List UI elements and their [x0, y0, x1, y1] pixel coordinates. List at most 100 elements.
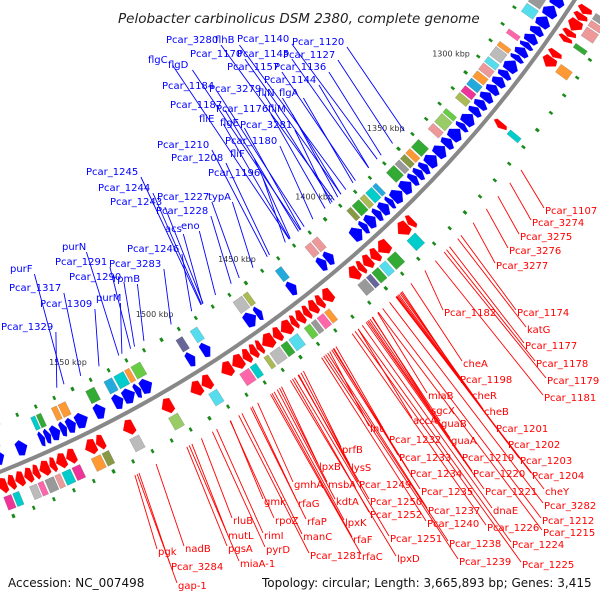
reverse-gene-label[interactable]: Pcar_1219 [462, 453, 514, 464]
forward-gene-label[interactable]: Pcar_1184 [162, 81, 214, 92]
reverse-gene-label[interactable]: msbA [328, 480, 356, 491]
forward-gene-label[interactable]: flgA [279, 88, 299, 99]
reverse-gene-label[interactable]: rpoZ [275, 516, 299, 527]
reverse-gene-label[interactable]: rluB [233, 516, 253, 527]
reverse-gene-label[interactable]: Pcar_1232 [389, 435, 441, 446]
reverse-gene-label[interactable]: Pcar_1220 [473, 469, 525, 480]
reverse-gene-label[interactable]: Pcar_1177 [525, 341, 577, 352]
reverse-gene-label[interactable]: lpxD [397, 554, 420, 565]
reverse-gene-label[interactable]: rfaC [362, 552, 383, 563]
reverse-gene-label[interactable]: Pcar_1204 [532, 471, 584, 482]
reverse-gene-label[interactable]: cheY [545, 487, 570, 498]
reverse-gene-label[interactable]: Pcar_1238 [449, 539, 501, 550]
forward-gene-label[interactable]: Pcar_3280 [166, 35, 218, 46]
forward-gene-label[interactable]: Pcar_1127 [283, 50, 335, 61]
forward-gene-label[interactable]: Pcar_1145 [237, 49, 289, 60]
forward-gene-label[interactable]: Pcar_1245 [86, 167, 138, 178]
reverse-gene-label[interactable]: Pcar_1235 [421, 487, 473, 498]
reverse-gene-label[interactable]: Pcar_1281 [310, 551, 362, 562]
reverse-gene-label[interactable]: Pcar_3276 [509, 246, 561, 257]
forward-gene-label[interactable]: Pcar_1208 [171, 153, 223, 164]
reverse-gene-label[interactable]: rfaF [353, 535, 373, 546]
forward-gene-label[interactable]: Pcar_1227 [157, 192, 209, 203]
reverse-gene-label[interactable]: Pcar_1225 [522, 560, 574, 571]
reverse-gene-label[interactable]: Int [370, 424, 383, 435]
forward-gene-label[interactable]: purM [96, 293, 121, 304]
reverse-gene-label[interactable]: rfaP [307, 517, 327, 528]
forward-gene-label[interactable]: Pcar_3279 [209, 84, 261, 95]
reverse-gene-label[interactable]: Pcar_1249 [359, 480, 411, 491]
reverse-gene-label[interactable]: dnaE [493, 506, 518, 517]
reverse-gene-label[interactable]: Pcar_1237 [428, 506, 480, 517]
reverse-gene-label[interactable]: miaB [428, 391, 454, 402]
forward-gene-label[interactable]: fliE [199, 114, 214, 125]
forward-gene-label[interactable]: Pcar_3283 [109, 259, 161, 270]
reverse-gene-label[interactable]: miaA-1 [240, 559, 275, 570]
forward-gene-label[interactable]: Pcar_1210 [157, 140, 209, 151]
forward-gene-label[interactable]: Pcar_1187 [170, 100, 222, 111]
forward-gene-label[interactable]: Pcar_1180 [225, 136, 277, 147]
forward-gene-label[interactable]: Pcar_1144 [264, 75, 316, 86]
reverse-gene-label[interactable]: guaA [451, 436, 477, 447]
forward-gene-label[interactable]: Pcar_1140 [237, 34, 289, 45]
reverse-gene-label[interactable]: gmk [264, 497, 286, 508]
reverse-gene-label[interactable]: sgcX [431, 406, 455, 417]
forward-gene-label[interactable]: Pcar_1309 [40, 299, 92, 310]
reverse-gene-label[interactable]: gap-1 [178, 581, 207, 592]
reverse-gene-label[interactable]: Pcar_1174 [517, 308, 569, 319]
reverse-gene-label[interactable]: Pcar_1215 [543, 528, 595, 539]
reverse-gene-label[interactable]: lysS [351, 463, 371, 474]
reverse-gene-label[interactable]: Pcar_1226 [487, 523, 539, 534]
forward-gene-label[interactable]: Pcar_3281 [240, 120, 292, 131]
reverse-gene-label[interactable]: Pcar_3284 [171, 562, 223, 573]
reverse-gene-label[interactable]: Pcar_1221 [485, 487, 537, 498]
reverse-gene-label[interactable]: Pcar_1182 [444, 308, 496, 319]
reverse-gene-label[interactable]: pyrD [266, 545, 290, 556]
forward-gene-label[interactable]: Pcar_1170 [190, 49, 242, 60]
reverse-gene-label[interactable]: Pcar_1224 [512, 540, 564, 551]
forward-gene-label[interactable]: Pcar_1329 [1, 322, 53, 333]
reverse-gene-label[interactable]: Pcar_1181 [544, 393, 596, 404]
forward-gene-label[interactable]: typA [208, 192, 231, 203]
forward-gene-label[interactable]: Pcar_1228 [156, 206, 208, 217]
reverse-gene-label[interactable]: manC [303, 532, 332, 543]
reverse-gene-label[interactable]: Pcar_1202 [508, 440, 560, 451]
reverse-gene-label[interactable]: lpxK [345, 518, 367, 529]
forward-gene-label[interactable]: Pcar_1196 [208, 168, 260, 179]
reverse-gene-label[interactable]: rimI [264, 531, 284, 542]
reverse-gene-label[interactable]: Pcar_1234 [410, 469, 462, 480]
reverse-gene-label[interactable]: Pcar_1233 [399, 453, 451, 464]
reverse-gene-label[interactable]: prfB [342, 445, 363, 456]
reverse-gene-label[interactable]: mutL [228, 531, 254, 542]
reverse-gene-label[interactable]: Pcar_1203 [520, 456, 572, 467]
reverse-gene-label[interactable]: Pcar_3275 [520, 232, 572, 243]
reverse-gene-label[interactable]: pgk [158, 547, 177, 558]
forward-gene-label[interactable]: flgC [148, 55, 168, 66]
reverse-gene-label[interactable]: pgsA [228, 544, 253, 555]
reverse-gene-label[interactable]: katG [527, 325, 550, 336]
forward-gene-label[interactable]: flgE [220, 118, 239, 129]
reverse-gene-label[interactable]: nadB [185, 544, 211, 555]
forward-gene-label[interactable]: Pcar_1120 [292, 37, 344, 48]
reverse-gene-label[interactable]: accA [413, 416, 437, 427]
reverse-gene-label[interactable]: Pcar_1252 [370, 510, 422, 521]
forward-gene-label[interactable]: Pcar_1244 [98, 183, 150, 194]
forward-gene-label[interactable]: Pcar_1136 [274, 62, 326, 73]
reverse-gene-label[interactable]: gmhA [294, 480, 323, 491]
reverse-gene-label[interactable]: cheR [472, 391, 497, 402]
reverse-gene-label[interactable]: cheA [463, 359, 488, 370]
reverse-gene-label[interactable]: Pcar_3274 [532, 218, 584, 229]
forward-gene-label[interactable]: fliF [230, 149, 245, 160]
reverse-gene-label[interactable]: Pcar_1240 [427, 519, 479, 530]
forward-gene-label[interactable]: acs [165, 224, 182, 235]
forward-gene-label[interactable]: Pcar_1290 [69, 272, 121, 283]
reverse-gene-label[interactable]: Pcar_1107 [545, 206, 597, 217]
forward-gene-label[interactable]: purN [62, 242, 86, 253]
forward-gene-label[interactable]: Pcar_1246 [127, 244, 179, 255]
reverse-gene-label[interactable]: Pcar_1250 [370, 497, 422, 508]
reverse-gene-label[interactable]: Pcar_1198 [460, 375, 512, 386]
forward-gene-label[interactable]: Pcar_1157 [227, 62, 279, 73]
forward-gene-label[interactable]: purF [10, 264, 33, 275]
reverse-gene-label[interactable]: Pcar_3277 [496, 261, 548, 272]
forward-gene-label[interactable]: Pcar_1291 [55, 257, 107, 268]
